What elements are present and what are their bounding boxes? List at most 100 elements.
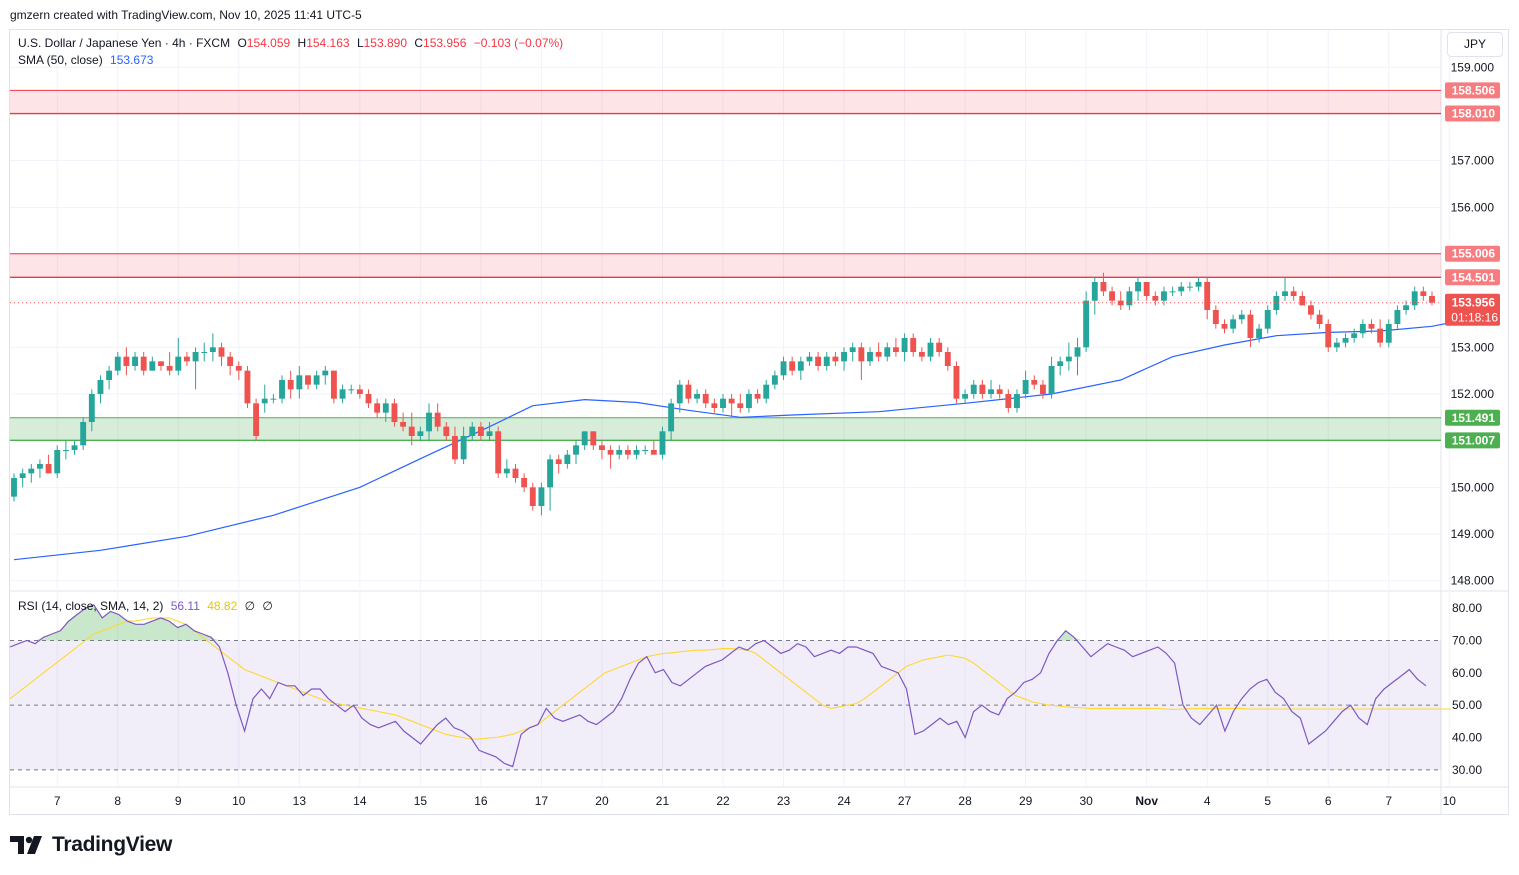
- candle-body: [1057, 361, 1064, 366]
- price-tick-label: 157.000: [1451, 154, 1495, 168]
- candle: [1100, 272, 1107, 296]
- candle-body: [1169, 291, 1176, 293]
- candle-body: [1083, 300, 1090, 348]
- candle-body: [555, 459, 562, 464]
- candle: [1204, 277, 1211, 320]
- candle-body: [1005, 394, 1012, 408]
- candle-body: [512, 468, 519, 478]
- candle: [434, 403, 441, 432]
- candle-body: [19, 473, 26, 478]
- candle: [555, 454, 562, 474]
- candle-body: [884, 347, 891, 357]
- candle-body: [1308, 305, 1314, 315]
- candle-body: [140, 356, 147, 371]
- candle-body: [599, 445, 605, 450]
- candle-body: [720, 398, 726, 408]
- candle-body: [806, 356, 813, 362]
- candle-body: [642, 450, 649, 451]
- candle: [849, 342, 856, 362]
- candle: [745, 389, 752, 413]
- zone-bottom-tag: 154.501: [1445, 269, 1500, 286]
- zone-resistance: [10, 90, 1441, 114]
- candle: [460, 426, 467, 464]
- candle: [1316, 310, 1323, 329]
- price-tick-label: 148.000: [1451, 574, 1495, 588]
- brand[interactable]: TradingView: [10, 833, 172, 857]
- candle-body: [1325, 324, 1332, 348]
- candle-body: [348, 389, 355, 391]
- time-tick-label: 10: [232, 794, 246, 808]
- time-tick-label: 27: [898, 794, 912, 808]
- sma-polyline: [13, 315, 1485, 561]
- candle: [443, 422, 450, 441]
- candle: [374, 398, 381, 418]
- candle: [996, 384, 1003, 399]
- candle-body: [11, 478, 17, 497]
- candle: [685, 380, 692, 404]
- candle-body: [253, 403, 260, 436]
- candle-body: [927, 342, 934, 357]
- candle: [988, 380, 994, 399]
- candles: [11, 272, 1435, 516]
- candle-body: [227, 356, 234, 366]
- candle: [106, 366, 113, 390]
- candle: [1126, 286, 1133, 310]
- candle: [62, 440, 69, 460]
- candle: [1420, 286, 1427, 301]
- rsi-sma-line: [9, 617, 1452, 740]
- candle-body: [918, 352, 925, 357]
- price-tick-label: 159.000: [1451, 60, 1495, 74]
- price-tick-label: 152.000: [1451, 387, 1495, 401]
- candle: [365, 389, 372, 408]
- rsi-level-label: 60.00: [1452, 666, 1482, 680]
- candle-body: [270, 398, 277, 400]
- candle-body: [1359, 324, 1366, 334]
- candle-body: [529, 487, 536, 506]
- symbol-label: U.S. Dollar / Japanese Yen · 4h · FXCM: [18, 36, 231, 50]
- candle-body: [1351, 333, 1358, 338]
- time-tick-label: 8: [114, 794, 121, 808]
- candle-body: [1014, 394, 1020, 408]
- candle-body: [573, 445, 579, 455]
- rsi-legend: RSI (14, close, SMA, 14, 2) 56.11 48.82 …: [18, 599, 273, 613]
- candle-body: [1290, 291, 1297, 296]
- candle: [970, 380, 977, 399]
- candle-body: [564, 454, 571, 464]
- candle-body: [356, 389, 363, 394]
- candle: [183, 352, 190, 366]
- candle-body: [815, 356, 822, 366]
- price-tick-label: 156.000: [1451, 200, 1495, 214]
- time-tick-label: 7: [54, 794, 61, 808]
- candle: [547, 454, 554, 511]
- candle: [538, 482, 545, 516]
- candle: [1264, 305, 1271, 334]
- zone-top-tag-text: 151.491: [1452, 411, 1496, 425]
- candle: [227, 352, 234, 376]
- candle: [564, 450, 571, 469]
- candle: [1195, 277, 1202, 292]
- candle-body: [244, 370, 251, 404]
- brand-name: TradingView: [52, 833, 173, 856]
- candle: [1169, 286, 1176, 296]
- candle-body: [132, 356, 138, 366]
- candle-body: [374, 403, 381, 413]
- candle-body: [322, 370, 329, 376]
- candle: [71, 440, 78, 455]
- candle-body: [979, 384, 986, 394]
- time-tick-label: 29: [1019, 794, 1033, 808]
- candle-body: [158, 361, 164, 366]
- zone-bottom-tag-bg: [1445, 105, 1500, 122]
- candle-body: [45, 464, 52, 474]
- open-label: O: [237, 36, 247, 50]
- time-tick-label: 24: [837, 794, 851, 808]
- currency-button[interactable]: JPY: [1447, 32, 1503, 57]
- candle-body: [365, 394, 372, 404]
- candle-body: [460, 436, 467, 460]
- zone-support: [10, 417, 1441, 441]
- candle-body: [1039, 384, 1046, 394]
- candle: [1247, 310, 1254, 348]
- candle: [529, 482, 536, 511]
- current-price-tag-bg: [1445, 293, 1500, 326]
